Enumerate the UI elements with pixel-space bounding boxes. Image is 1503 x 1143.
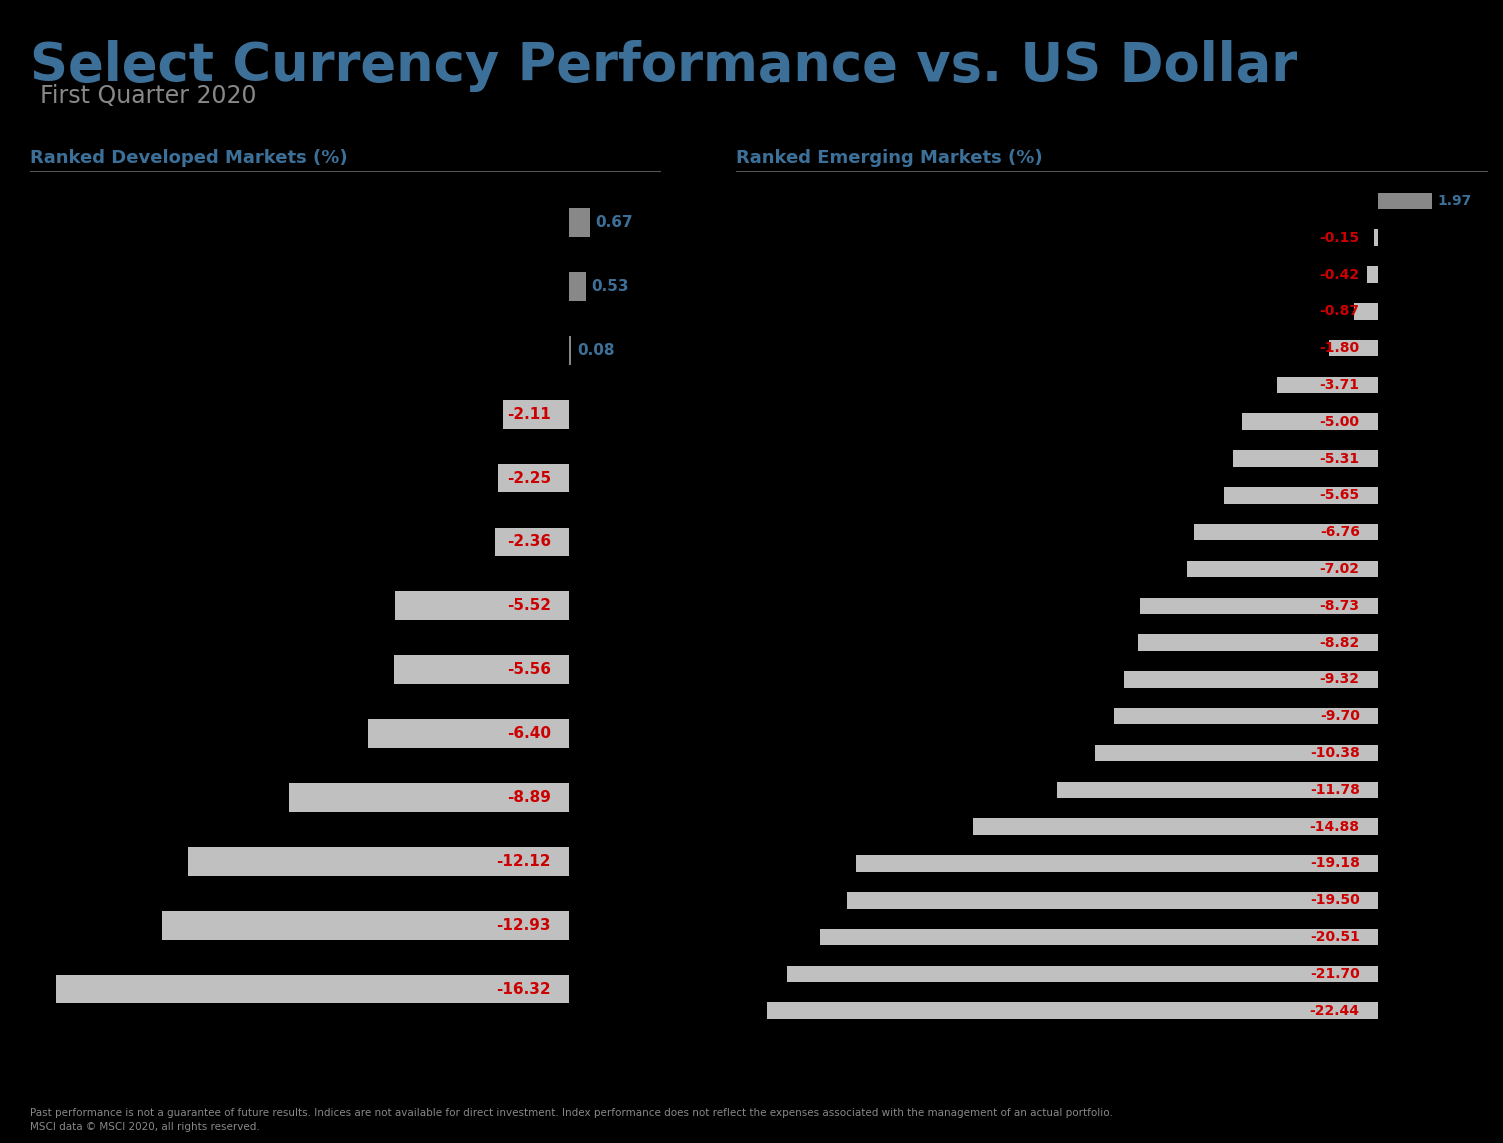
Text: -12.12: -12.12 — [496, 854, 552, 869]
Text: Select Currency Performance vs. US Dollar: Select Currency Performance vs. US Dolla… — [30, 40, 1297, 91]
Bar — [290, 783, 570, 812]
Bar — [394, 655, 570, 684]
Text: -3.71: -3.71 — [1320, 378, 1360, 392]
Text: -5.65: -5.65 — [1320, 488, 1360, 503]
Text: -0.42: -0.42 — [1320, 267, 1360, 281]
Text: MSCI data © MSCI 2020, all rights reserved.: MSCI data © MSCI 2020, all rights reserv… — [30, 1121, 260, 1132]
Bar — [788, 966, 1378, 982]
Bar — [1378, 193, 1432, 209]
Bar — [1193, 523, 1378, 541]
Text: Ranked Emerging Markets (%): Ranked Emerging Markets (%) — [736, 149, 1043, 167]
Bar — [56, 975, 570, 1004]
Bar — [1278, 377, 1378, 393]
Text: -2.36: -2.36 — [507, 535, 552, 550]
Text: Past performance is not a guarantee of future results. Indices are not available: Past performance is not a guarantee of f… — [30, 1108, 1112, 1118]
Text: -1.80: -1.80 — [1320, 341, 1360, 355]
Text: -14.88: -14.88 — [1309, 820, 1360, 833]
Text: -7.02: -7.02 — [1320, 562, 1360, 576]
Text: 0.67: 0.67 — [595, 215, 633, 230]
Text: -16.32: -16.32 — [496, 982, 552, 997]
Bar — [1114, 708, 1378, 725]
Bar — [368, 719, 570, 748]
Text: -5.00: -5.00 — [1320, 415, 1360, 429]
Bar — [1096, 745, 1378, 761]
Text: -5.52: -5.52 — [507, 598, 552, 614]
Bar — [1187, 561, 1378, 577]
Text: -21.70: -21.70 — [1311, 967, 1360, 981]
Bar — [1057, 782, 1378, 798]
Text: -0.87: -0.87 — [1320, 304, 1360, 318]
Bar — [767, 1002, 1378, 1018]
Text: -20.51: -20.51 — [1309, 930, 1360, 944]
Text: -6.76: -6.76 — [1320, 525, 1360, 539]
Bar — [570, 336, 571, 365]
Bar — [494, 528, 570, 557]
Bar — [972, 818, 1378, 834]
Bar — [1329, 339, 1378, 357]
Text: -22.44: -22.44 — [1309, 1004, 1360, 1017]
Bar — [819, 929, 1378, 945]
Bar — [1124, 671, 1378, 688]
Text: -9.32: -9.32 — [1320, 672, 1360, 687]
Bar — [1141, 598, 1378, 614]
Text: -2.25: -2.25 — [507, 471, 552, 486]
Bar — [497, 464, 570, 493]
Bar — [188, 847, 570, 876]
Bar — [1241, 414, 1378, 430]
Text: -19.18: -19.18 — [1309, 856, 1360, 871]
Text: -6.40: -6.40 — [507, 726, 552, 741]
Bar — [162, 911, 570, 940]
Text: -2.11: -2.11 — [507, 407, 552, 422]
Bar — [1374, 230, 1378, 246]
Bar — [1234, 450, 1378, 466]
Bar — [855, 855, 1378, 872]
Text: -0.15: -0.15 — [1320, 231, 1360, 245]
Text: -8.82: -8.82 — [1320, 636, 1360, 649]
Bar — [502, 400, 570, 429]
Bar — [395, 591, 570, 621]
Text: Ranked Developed Markets (%): Ranked Developed Markets (%) — [30, 149, 347, 167]
Bar — [570, 272, 586, 301]
Text: -9.70: -9.70 — [1320, 709, 1360, 724]
Text: -19.50: -19.50 — [1311, 894, 1360, 908]
Bar — [1138, 634, 1378, 650]
Bar — [1223, 487, 1378, 504]
Bar — [1354, 303, 1378, 320]
Text: 1.97: 1.97 — [1437, 194, 1471, 208]
Text: -10.38: -10.38 — [1311, 746, 1360, 760]
Text: -8.89: -8.89 — [507, 790, 552, 805]
Text: First Quarter 2020: First Quarter 2020 — [41, 85, 257, 107]
Bar — [570, 208, 591, 237]
Text: -5.31: -5.31 — [1320, 451, 1360, 465]
Text: -11.78: -11.78 — [1309, 783, 1360, 797]
Text: -5.56: -5.56 — [507, 662, 552, 677]
Text: -12.93: -12.93 — [496, 918, 552, 933]
Bar — [848, 892, 1378, 909]
Text: 0.53: 0.53 — [591, 279, 628, 294]
Text: 0.08: 0.08 — [577, 343, 615, 358]
Text: -8.73: -8.73 — [1320, 599, 1360, 613]
Bar — [1366, 266, 1378, 282]
